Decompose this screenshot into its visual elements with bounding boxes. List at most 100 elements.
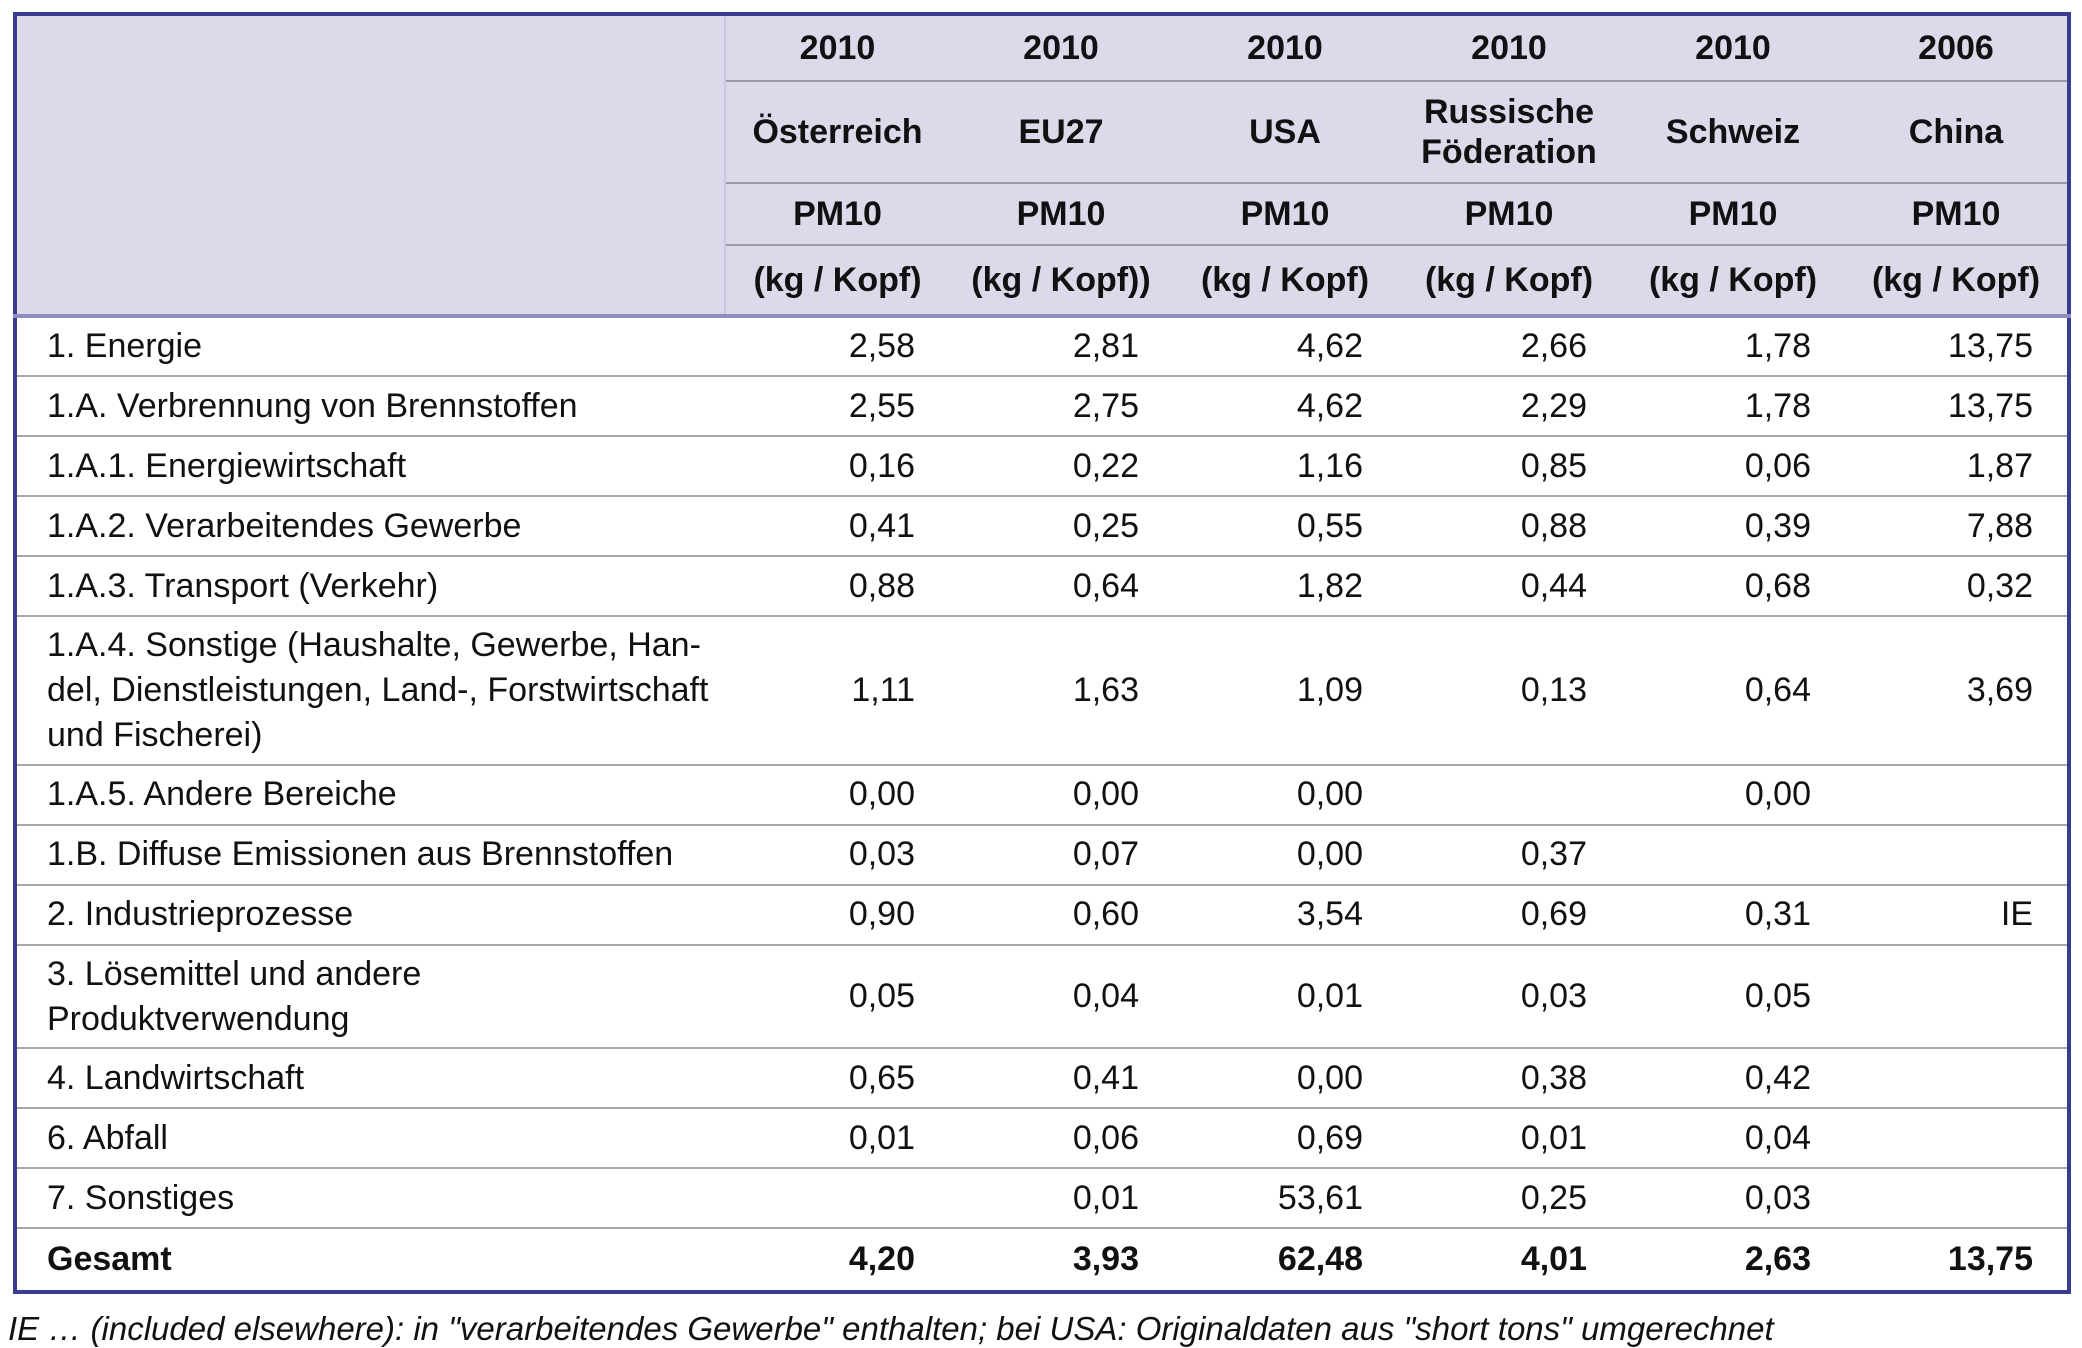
cell-value: 0,25: [949, 495, 1173, 556]
cell-value: 2,75: [949, 375, 1173, 436]
cell-value: 13,75: [1845, 375, 2069, 436]
unit-header: (kg / Kopf)): [949, 244, 1173, 316]
cell-value: 0,38: [1397, 1047, 1621, 1109]
cell-value: 0,06: [949, 1107, 1173, 1169]
cell-value: 1,63: [949, 615, 1173, 765]
cell-value: 0,22: [949, 435, 1173, 496]
unit-header: (kg / Kopf): [1173, 244, 1397, 316]
table-row: 6. Abfall 0,01 0,06 0,69 0,01 0,04: [15, 1107, 2069, 1169]
table-row: 1.A.2. Verarbeitendes Gewerbe 0,41 0,25 …: [15, 495, 2069, 556]
row-label: 1. Energie: [15, 315, 725, 376]
cell-value: 0,00: [1621, 763, 1845, 825]
pollutant-header: PM10: [1397, 182, 1621, 245]
table-header: 2010 2010 2010 2010 2010 2006 Österreich…: [15, 14, 2069, 316]
cell-value: 0,55: [1173, 495, 1397, 556]
cell-value: [1845, 1047, 2069, 1109]
row-label: 6. Abfall: [15, 1107, 725, 1169]
cell-value: 13,75: [1845, 315, 2069, 376]
row-label: 1.A.1. Energiewirtschaft: [15, 435, 725, 496]
table-row: 1.A.1. Energiewirtschaft 0,16 0,22 1,16 …: [15, 435, 2069, 496]
cell-value: 0,05: [1621, 943, 1845, 1049]
cell-value: 2,81: [949, 315, 1173, 376]
cell-value: 0,13: [1397, 615, 1621, 765]
header-row-years: 2010 2010 2010 2010 2010 2006: [15, 14, 2069, 316]
cell-value: 4,01: [1397, 1227, 1621, 1293]
table-row: 1.A.4. Sonstige (Haushalte, Gewerbe, Han…: [15, 615, 2069, 765]
row-label: 1.B. Diffuse Emissionen aus Brennstoffen: [15, 823, 725, 885]
table-row: 1. Energie 2,58 2,81 4,62 2,66 1,78 13,7…: [15, 315, 2069, 376]
cell-value: 0,00: [1173, 1047, 1397, 1109]
cell-value: [1845, 943, 2069, 1049]
unit-header: (kg / Kopf): [1845, 244, 2069, 316]
cell-value: 0,31: [1621, 883, 1845, 945]
cell-value: 0,85: [1397, 435, 1621, 496]
cell-value: 0,88: [1397, 495, 1621, 556]
cell-value: 4,62: [1173, 315, 1397, 376]
row-label: 1.A.4. Sonstige (Haushalte, Gewerbe, Han…: [15, 615, 725, 765]
cell-value: 3,69: [1845, 615, 2069, 765]
cell-value: 1,78: [1621, 315, 1845, 376]
pm10-emissions-table: 2010 2010 2010 2010 2010 2006 Österreich…: [13, 12, 2071, 1295]
cell-value: 0,00: [725, 763, 949, 825]
pollutant-header: PM10: [1621, 182, 1845, 245]
unit-header: (kg / Kopf): [1621, 244, 1845, 316]
cell-value: 0,88: [725, 555, 949, 616]
cell-value: 1,09: [1173, 615, 1397, 765]
cell-value: 7,88: [1845, 495, 2069, 556]
cell-value: 1,87: [1845, 435, 2069, 496]
cell-value: 0,01: [1397, 1107, 1621, 1169]
row-label: 2. Industrieprozesse: [15, 883, 725, 945]
cell-value: 0,00: [1173, 763, 1397, 825]
emissions-table-wrapper: 2010 2010 2010 2010 2010 2006 Österreich…: [13, 12, 2071, 1295]
cell-value: 0,69: [1397, 883, 1621, 945]
cell-value: 0,03: [725, 823, 949, 885]
cell-value: 0,25: [1397, 1167, 1621, 1229]
cell-value: [1621, 823, 1845, 885]
cell-value: 0,00: [949, 763, 1173, 825]
cell-value: 0,06: [1621, 435, 1845, 496]
cell-value: 0,01: [725, 1107, 949, 1169]
cell-value: 0,64: [1621, 615, 1845, 765]
year-header: 2010: [1397, 14, 1621, 81]
cell-value: [1845, 1107, 2069, 1169]
cell-value: IE: [1845, 883, 2069, 945]
year-header: 2010: [725, 14, 949, 81]
cell-value: [725, 1167, 949, 1229]
year-header: 2006: [1845, 14, 2069, 81]
cell-value: 3,54: [1173, 883, 1397, 945]
cell-value: 1,11: [725, 615, 949, 765]
country-header: China: [1845, 80, 2069, 183]
header-row-countries: Österreich EU27 USA Russische Föderation…: [15, 80, 2069, 183]
cell-value: 0,41: [949, 1047, 1173, 1109]
row-label: 1.A.5. Andere Bereiche: [15, 763, 725, 825]
table-row: 4. Landwirtschaft 0,65 0,41 0,00 0,38 0,…: [15, 1047, 2069, 1109]
country-header: EU27: [949, 80, 1173, 183]
table-row: 1.A. Verbrennung von Brennstoffen 2,55 2…: [15, 375, 2069, 436]
table-row: 1.A.3. Transport (Verkehr) 0,88 0,64 1,8…: [15, 555, 2069, 616]
pollutant-header: PM10: [1845, 182, 2069, 245]
cell-value: 0,16: [725, 435, 949, 496]
cell-value: 0,04: [949, 943, 1173, 1049]
cell-value: [1845, 1167, 2069, 1229]
cell-value: [1845, 823, 2069, 885]
table-body: 1. Energie 2,58 2,81 4,62 2,66 1,78 13,7…: [15, 315, 2069, 1293]
cell-value: 0,01: [1173, 943, 1397, 1049]
table-row: 1.A.5. Andere Bereiche 0,00 0,00 0,00 0,…: [15, 763, 2069, 825]
row-label: 1.A.3. Transport (Verkehr): [15, 555, 725, 616]
row-label: 1.A.2. Verarbeitendes Gewerbe: [15, 495, 725, 556]
cell-value: 62,48: [1173, 1227, 1397, 1293]
cell-value: [1397, 763, 1621, 825]
cell-value: 53,61: [1173, 1167, 1397, 1229]
table-footnote: IE … (included elsewhere): in "verarbeit…: [8, 1310, 1774, 1348]
cell-value: 0,03: [1621, 1167, 1845, 1229]
cell-value: 0,65: [725, 1047, 949, 1109]
cell-value: 0,37: [1397, 823, 1621, 885]
cell-value: 0,05: [725, 943, 949, 1049]
cell-value: 4,62: [1173, 375, 1397, 436]
pollutant-header: PM10: [725, 182, 949, 245]
cell-value: 1,82: [1173, 555, 1397, 616]
cell-value: 2,66: [1397, 315, 1621, 376]
country-header: Russische Föderation: [1397, 80, 1621, 183]
cell-value: 13,75: [1845, 1227, 2069, 1293]
cell-value: 3,93: [949, 1227, 1173, 1293]
